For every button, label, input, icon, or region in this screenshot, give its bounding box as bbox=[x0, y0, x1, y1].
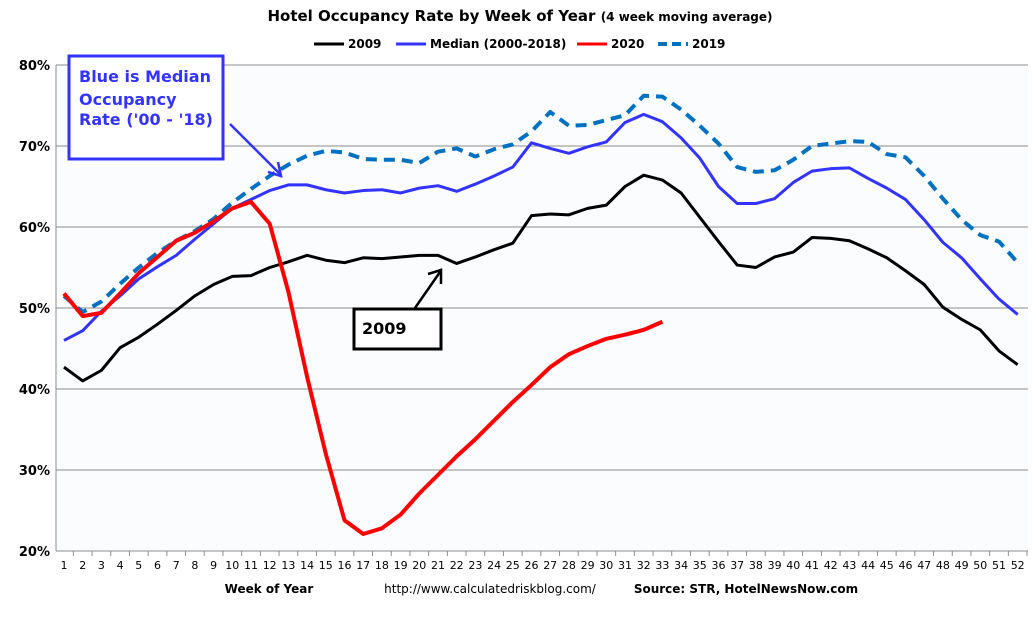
x-tick-label: 4 bbox=[117, 559, 124, 572]
legend-label: 2009 bbox=[348, 37, 381, 51]
x-tick-label: 24 bbox=[487, 559, 501, 572]
x-tick-label: 50 bbox=[973, 559, 987, 572]
x-tick-label: 8 bbox=[191, 559, 198, 572]
x-tick-label: 38 bbox=[749, 559, 763, 572]
x-tick-label: 35 bbox=[693, 559, 707, 572]
median-note-arrow bbox=[229, 123, 281, 175]
x-tick-label: 11 bbox=[244, 559, 258, 572]
legend-label: 2020 bbox=[611, 37, 644, 51]
x-tick-label: 7 bbox=[173, 559, 180, 572]
source-url: http://www.calculatedriskblog.com/ bbox=[384, 582, 597, 596]
legend-label: Median (2000-2018) bbox=[430, 37, 566, 51]
x-tick-label: 47 bbox=[917, 559, 931, 572]
x-tick-label: 19 bbox=[394, 559, 408, 572]
x-tick-label: 32 bbox=[637, 559, 651, 572]
label-2009-box bbox=[352, 307, 443, 351]
label-2009-arrow bbox=[413, 271, 442, 309]
y-tick-label: 40% bbox=[19, 383, 50, 398]
x-tick-label: 41 bbox=[805, 559, 819, 572]
x-tick-label: 37 bbox=[730, 559, 744, 572]
x-tick-label: 28 bbox=[562, 559, 576, 572]
chart-title: Hotel Occupancy Rate by Week of Year (4 … bbox=[267, 7, 772, 25]
x-tick-label: 3 bbox=[98, 559, 105, 572]
x-tick-label: 26 bbox=[525, 559, 539, 572]
x-tick-label: 20 bbox=[412, 559, 426, 572]
x-tick-label: 51 bbox=[992, 559, 1006, 572]
series-line-2009 bbox=[63, 173, 1019, 383]
label-2009: 2009 bbox=[362, 319, 407, 338]
x-tick-label: 46 bbox=[899, 559, 913, 572]
x-axis-label: Week of Year bbox=[225, 582, 314, 596]
x-tick-label: 52 bbox=[1011, 559, 1025, 572]
x-tick-label: 45 bbox=[880, 559, 894, 572]
x-tick-label: 30 bbox=[599, 559, 613, 572]
x-tick-label: 6 bbox=[154, 559, 161, 572]
x-tick-label: 49 bbox=[955, 559, 969, 572]
x-tick-label: 2 bbox=[79, 559, 86, 572]
x-tick-label: 21 bbox=[431, 559, 445, 572]
x-tick-label: 23 bbox=[468, 559, 482, 572]
median-note-line-1: Blue is Median bbox=[79, 67, 211, 86]
y-tick-label: 80% bbox=[19, 59, 50, 74]
x-tick-label: 42 bbox=[824, 559, 838, 572]
x-tick-label: 33 bbox=[655, 559, 669, 572]
y-tick-label: 70% bbox=[19, 140, 50, 155]
x-tick-label: 13 bbox=[281, 559, 295, 572]
source-credit: Source: STR, HotelNewsNow.com bbox=[634, 582, 858, 596]
x-tick-label: 17 bbox=[356, 559, 370, 572]
y-tick-label: 30% bbox=[19, 464, 50, 479]
legend: 2009 Median (2000-2018) 2020 2019 bbox=[314, 37, 725, 51]
x-tick-label: 5 bbox=[135, 559, 142, 572]
x-tick-label: 34 bbox=[674, 559, 688, 572]
x-tick-label: 16 bbox=[338, 559, 352, 572]
x-tick-label: 18 bbox=[375, 559, 389, 572]
x-tick-label: 43 bbox=[842, 559, 856, 572]
x-tick-label: 1 bbox=[61, 559, 68, 572]
x-tick-label: 40 bbox=[786, 559, 800, 572]
x-tick-label: 22 bbox=[450, 559, 464, 572]
median-note-line-2: Occupancy bbox=[79, 90, 177, 109]
x-tick-label: 9 bbox=[210, 559, 217, 572]
median-note-box bbox=[67, 54, 225, 161]
x-tick-label: 12 bbox=[263, 559, 277, 572]
x-tick-label: 10 bbox=[225, 559, 239, 572]
x-tick-label: 36 bbox=[712, 559, 726, 572]
x-tick-label: 25 bbox=[506, 559, 520, 572]
x-tick-label: 29 bbox=[581, 559, 595, 572]
x-tick-label: 27 bbox=[543, 559, 557, 572]
y-tick-label: 20% bbox=[19, 545, 50, 560]
x-tick-label: 39 bbox=[768, 559, 782, 572]
y-tick-label: 50% bbox=[19, 302, 50, 317]
x-tick-label: 31 bbox=[618, 559, 632, 572]
x-tick-label: 15 bbox=[319, 559, 333, 572]
series-line-2019 bbox=[62, 93, 1020, 315]
legend-label: 2019 bbox=[692, 37, 725, 51]
x-tick-label: 44 bbox=[861, 559, 875, 572]
x-tick-label: 14 bbox=[300, 559, 314, 572]
y-tick-label: 60% bbox=[19, 221, 50, 236]
median-note-line-3: Rate ('00 - '18) bbox=[79, 110, 213, 129]
x-tick-label: 48 bbox=[936, 559, 950, 572]
